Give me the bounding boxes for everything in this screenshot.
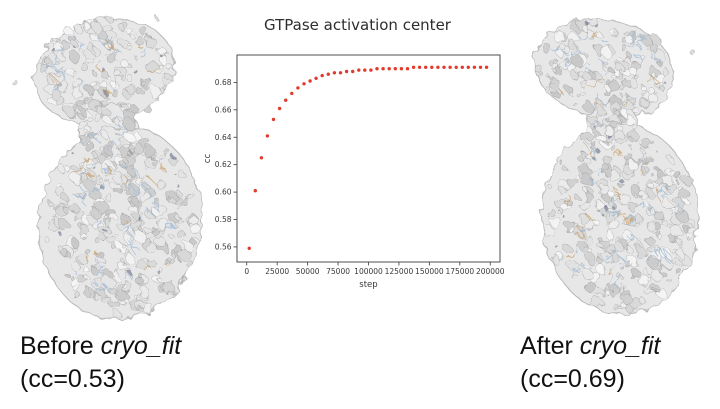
data-point — [344, 69, 349, 74]
data-point — [472, 65, 477, 69]
after-structure-image — [533, 18, 699, 315]
data-point — [351, 69, 355, 74]
before-caption-line1: Before cryo_fit — [20, 330, 181, 363]
data-point — [259, 156, 264, 160]
y-tick-label: 0.66 — [215, 105, 232, 114]
before-caption-prefix: Before — [20, 332, 101, 360]
x-tick-label: 50000 — [296, 267, 320, 276]
y-tick-label: 0.64 — [215, 133, 232, 142]
data-point — [411, 65, 416, 69]
before-caption: Before cryo_fit (cc=0.53) — [20, 330, 181, 395]
data-point — [290, 91, 294, 96]
data-point — [460, 65, 464, 69]
density-map-body — [10, 15, 203, 321]
y-tick-label: 0.56 — [215, 242, 232, 251]
data-point — [393, 67, 397, 71]
x-tick-label: 200000 — [476, 267, 505, 276]
data-point — [424, 65, 428, 69]
data-point — [478, 65, 483, 69]
data-point — [332, 71, 337, 75]
data-point — [277, 106, 282, 111]
data-point — [271, 117, 276, 122]
data-point — [448, 65, 452, 69]
data-point — [302, 82, 306, 86]
y-tick-label: 0.68 — [215, 78, 232, 87]
after-caption-prefix: After — [520, 332, 580, 360]
after-caption-line1: After cryo_fit — [520, 330, 660, 363]
x-tick-label: 150000 — [415, 267, 444, 276]
data-point — [265, 134, 270, 138]
data-point — [314, 76, 318, 80]
x-tick-label: 125000 — [385, 267, 414, 276]
data-point — [466, 65, 470, 69]
data-point — [326, 72, 330, 76]
data-point — [484, 65, 489, 69]
data-point — [442, 65, 446, 69]
y-tick-label: 0.58 — [215, 215, 232, 224]
data-point — [320, 73, 324, 78]
before-caption-italic: cryo_fit — [100, 332, 182, 360]
data-point — [253, 189, 257, 193]
x-tick-label: 100000 — [354, 267, 383, 276]
cc-vs-step-chart: 0 25000 50000 75000 100000 125000 150000 175000… — [203, 54, 505, 290]
x-tick-label: 175000 — [445, 267, 474, 276]
data-point — [296, 86, 300, 90]
data-point — [430, 65, 434, 69]
data-point — [387, 67, 391, 71]
chart-title: GTPase activation center — [264, 16, 451, 34]
after-caption-italic: cryo_fit — [579, 332, 661, 360]
plot-frame — [236, 54, 501, 263]
x-tick-label: 75000 — [326, 267, 350, 276]
data-point — [338, 71, 343, 75]
data-point — [454, 65, 458, 69]
data-point — [247, 246, 251, 250]
data-point — [369, 68, 373, 72]
data-point — [399, 67, 404, 71]
x-tick-label: 25000 — [265, 267, 289, 276]
data-point — [405, 67, 410, 71]
y-tick-label: 0.60 — [215, 188, 232, 197]
y-axis-label: cc — [203, 154, 213, 164]
before-caption-cc: (cc=0.53) — [20, 364, 125, 393]
data-point — [308, 79, 312, 83]
density-map-body — [533, 18, 699, 315]
data-point — [357, 68, 361, 72]
after-caption: After cryo_fit (cc=0.69) — [520, 330, 660, 395]
data-point — [363, 68, 367, 72]
data-point — [381, 67, 385, 71]
data-point — [375, 67, 379, 71]
after-caption-cc: (cc=0.69) — [520, 364, 625, 393]
data-point — [417, 65, 422, 69]
data-point — [284, 98, 288, 102]
x-tick-label: 0 — [244, 267, 249, 276]
before-structure-image — [10, 15, 203, 321]
y-tick-label: 0.62 — [215, 160, 232, 169]
data-point — [436, 65, 440, 69]
x-axis-label: step — [359, 280, 377, 290]
